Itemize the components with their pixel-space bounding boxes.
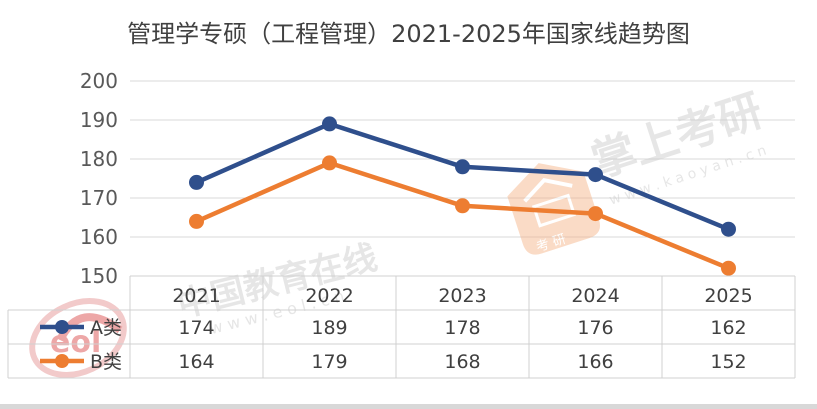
data-point xyxy=(588,206,603,222)
legend-key-marker xyxy=(55,320,69,334)
data-point xyxy=(455,159,470,175)
data-point xyxy=(189,174,204,190)
legend-key-marker xyxy=(55,354,69,368)
series-lines xyxy=(189,116,736,276)
series-line-2 xyxy=(195,160,730,271)
data-label: 164 xyxy=(178,351,214,373)
x-tick-label: 2023 xyxy=(438,285,486,307)
y-tick-label: 190 xyxy=(80,108,118,132)
y-axis: 150 160 170 180 190 200 xyxy=(80,69,118,288)
data-label: 189 xyxy=(311,317,347,339)
data-point xyxy=(588,167,603,183)
y-tick-label: 180 xyxy=(80,147,118,171)
data-label: 166 xyxy=(577,351,613,373)
x-tick-label: 2024 xyxy=(571,285,619,307)
data-point xyxy=(322,155,337,171)
x-tick-label: 2021 xyxy=(172,285,220,307)
data-label: 174 xyxy=(178,317,214,339)
bottom-rule xyxy=(0,404,817,409)
legend-label: A类 xyxy=(90,317,122,339)
y-tick-label: 200 xyxy=(80,69,118,93)
y-tick-label: 170 xyxy=(80,186,118,210)
data-table: 2021 2022 2023 2024 2025 A类 174 189 178 176 162 B类 1… xyxy=(7,275,796,379)
data-label: 179 xyxy=(311,351,347,373)
legend-label: B类 xyxy=(90,351,122,373)
y-tick-label: 150 xyxy=(80,264,118,288)
y-tick-label: 160 xyxy=(80,225,118,249)
data-label: 176 xyxy=(577,317,613,339)
data-point xyxy=(189,213,204,229)
data-label: 178 xyxy=(444,317,480,339)
data-point xyxy=(721,260,736,276)
data-point xyxy=(721,221,736,237)
data-point xyxy=(322,116,337,132)
data-point xyxy=(455,198,470,214)
data-label: 168 xyxy=(444,351,480,373)
data-label: 162 xyxy=(710,317,746,339)
data-label: 152 xyxy=(710,351,746,373)
kaoyan-badge-icon xyxy=(507,163,601,255)
x-tick-label: 2022 xyxy=(305,285,353,307)
chart-title: 管理学专硕（工程管理）2021-2025年国家线趋势图 xyxy=(127,20,690,48)
x-tick-label: 2025 xyxy=(704,285,752,307)
